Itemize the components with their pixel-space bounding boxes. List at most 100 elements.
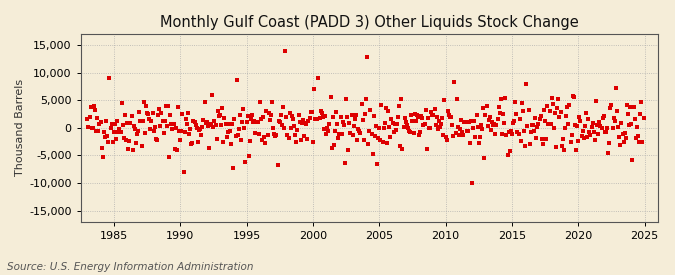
Point — [506, 129, 516, 134]
Point — [168, 122, 179, 126]
Point — [281, 115, 292, 120]
Point — [427, 113, 437, 117]
Point — [149, 125, 160, 130]
Point — [448, 134, 459, 138]
Point — [516, 139, 526, 143]
Point — [238, 107, 248, 111]
Point — [533, 121, 544, 126]
Point — [398, 125, 409, 129]
Point — [128, 147, 138, 152]
Point — [522, 124, 533, 129]
Point — [230, 134, 241, 138]
Point — [140, 131, 151, 136]
Point — [406, 112, 416, 117]
Point — [561, 114, 572, 119]
Point — [497, 112, 508, 117]
Point — [440, 135, 451, 139]
Point — [180, 117, 191, 121]
Point — [227, 122, 238, 127]
Point — [437, 116, 448, 120]
Title: Monthly Gulf Coast (PADD 3) Other Liquids Stock Change: Monthly Gulf Coast (PADD 3) Other Liquid… — [160, 15, 578, 30]
Point — [336, 132, 347, 136]
Point — [329, 142, 340, 147]
Point — [93, 128, 104, 133]
Point — [187, 141, 198, 145]
Point — [341, 97, 352, 101]
Point — [188, 119, 199, 124]
Point — [263, 111, 274, 116]
Point — [592, 122, 603, 127]
Point — [320, 114, 331, 118]
Y-axis label: Thousand Barrels: Thousand Barrels — [15, 79, 25, 176]
Point — [246, 117, 256, 121]
Point — [475, 135, 485, 139]
Point — [490, 132, 501, 137]
Point — [566, 133, 577, 137]
Point — [543, 122, 554, 126]
Point — [148, 129, 159, 133]
Point — [173, 129, 184, 134]
Point — [220, 122, 231, 126]
Point — [146, 119, 157, 123]
Point — [508, 121, 518, 125]
Point — [317, 111, 327, 116]
Point — [221, 135, 232, 139]
Point — [163, 104, 173, 108]
Point — [560, 126, 570, 131]
Point — [348, 133, 358, 137]
Point — [377, 140, 388, 145]
Point — [259, 135, 269, 139]
Point — [366, 131, 377, 136]
Point — [240, 160, 251, 164]
Point — [454, 133, 464, 137]
Point — [107, 140, 118, 145]
Point — [171, 147, 182, 152]
Point — [381, 105, 392, 110]
Point — [249, 119, 260, 123]
Point — [428, 113, 439, 117]
Point — [471, 112, 482, 117]
Point — [617, 132, 628, 136]
Point — [312, 117, 323, 121]
Point — [552, 106, 563, 111]
Point — [353, 127, 364, 131]
Point — [464, 120, 475, 125]
Point — [365, 108, 376, 112]
Point — [469, 119, 480, 123]
Point — [384, 125, 395, 130]
Point — [232, 78, 242, 82]
Point — [520, 144, 531, 148]
Point — [547, 101, 558, 106]
Point — [458, 133, 468, 137]
Point — [335, 115, 346, 119]
Point — [132, 132, 142, 136]
Point — [460, 120, 471, 124]
Point — [615, 142, 626, 147]
Point — [286, 126, 296, 130]
Point — [133, 128, 144, 133]
Point — [563, 122, 574, 127]
Point — [92, 116, 103, 121]
Point — [480, 112, 491, 117]
Point — [482, 124, 493, 129]
Point — [105, 126, 116, 130]
Point — [244, 153, 254, 158]
Point — [274, 120, 285, 124]
Point — [429, 107, 440, 111]
Point — [350, 117, 360, 121]
Point — [416, 114, 427, 118]
Point — [189, 120, 200, 124]
Text: Source: U.S. Energy Information Administration: Source: U.S. Energy Information Administ… — [7, 262, 253, 272]
Point — [256, 117, 267, 122]
Point — [402, 125, 413, 130]
Point — [488, 123, 499, 127]
Point — [310, 117, 321, 121]
Point — [194, 127, 205, 131]
Point — [497, 132, 508, 137]
Point — [350, 112, 361, 117]
Point — [90, 129, 101, 133]
Point — [169, 147, 180, 152]
Point — [587, 121, 598, 125]
Point — [360, 97, 371, 101]
Point — [531, 136, 541, 140]
